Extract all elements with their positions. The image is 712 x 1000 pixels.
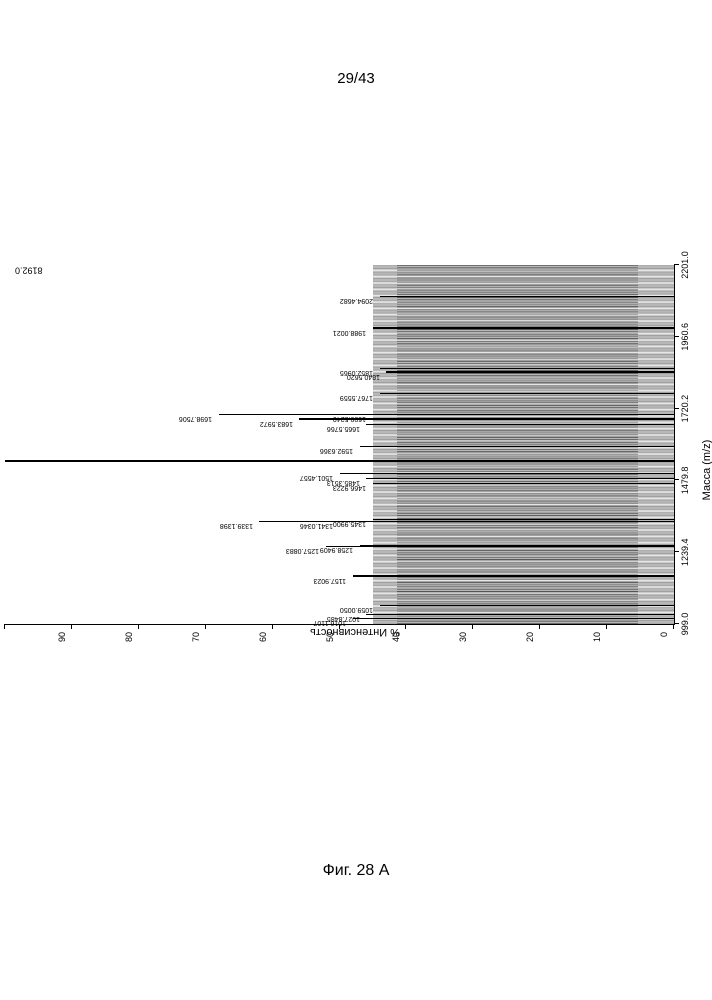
ytick-label: 90 <box>57 632 67 642</box>
peak-label: 1592.6366 <box>320 447 353 454</box>
xtick-label: 1960.6 <box>680 323 690 351</box>
xtick-label: 1239.4 <box>680 538 690 566</box>
peak <box>373 519 674 520</box>
peak-label: 1699.5240 <box>333 415 366 422</box>
ytick-label: 10 <box>592 632 602 642</box>
max-intensity-label: 8192.0 <box>15 265 43 275</box>
peak-label: 1698.7506 <box>179 415 212 422</box>
xtick-label: 999.0 <box>680 613 690 636</box>
peak <box>366 614 674 615</box>
peak-label: 1258.9409 <box>320 546 353 553</box>
peak <box>353 618 674 619</box>
ytick-label: 80 <box>124 632 134 642</box>
peak-label: 1852.0965 <box>340 369 373 376</box>
peak <box>380 393 674 394</box>
xtick-label: 1479.8 <box>680 467 690 495</box>
peak <box>360 545 674 546</box>
peak <box>340 521 675 522</box>
noise-baseline <box>373 265 674 624</box>
peak-label: 2094.4682 <box>340 297 373 304</box>
x-axis-label: Масса (m/z) <box>701 440 712 501</box>
page-number: 29/43 <box>337 70 375 87</box>
peak <box>366 478 674 479</box>
peak-label: 1665.5766 <box>326 425 359 432</box>
peak-label: 1257.0883 <box>286 547 319 554</box>
xtick-label: 1720.2 <box>680 395 690 423</box>
peak <box>380 368 674 369</box>
peak <box>360 446 674 447</box>
ytick-label: 0 <box>659 632 669 637</box>
peak-label: 1988.0021 <box>333 329 366 336</box>
peak-label: 1157.9023 <box>314 577 347 584</box>
peak-label: 1345.9900 <box>333 520 366 527</box>
peak <box>373 327 674 328</box>
peak <box>340 473 675 474</box>
ytick-label: 70 <box>191 632 201 642</box>
peak-label: 1339.1398 <box>219 522 252 529</box>
mass-spectrum-chart: % Интенсивность 1016.11071027.84851059.0… <box>0 255 712 685</box>
ytick-label: 60 <box>258 632 268 642</box>
peak <box>373 483 674 484</box>
peak <box>380 296 674 297</box>
ytick-label: 20 <box>525 632 535 642</box>
peak-label: 1767.5559 <box>340 394 373 401</box>
ytick-label: 50 <box>325 632 335 642</box>
peak <box>380 605 674 606</box>
peak-label: 1027.8485 <box>326 615 359 622</box>
xtick-label: 2201.0 <box>680 251 690 279</box>
peak-label: 1059.0050 <box>340 606 373 613</box>
peak <box>373 414 674 415</box>
ytick-label: 30 <box>458 632 468 642</box>
peak <box>386 371 674 372</box>
peak-label: 1341.0346 <box>300 522 333 529</box>
peak <box>366 424 674 425</box>
plot-area: 1016.11071027.84851059.00501157.90231257… <box>5 265 675 625</box>
peak-label: 1501.4557 <box>300 474 333 481</box>
peak <box>5 460 674 461</box>
peak-label: 1683.5972 <box>260 420 293 427</box>
peak <box>353 575 674 576</box>
ytick-label: 40 <box>391 632 401 642</box>
figure-caption: Фиг. 28 А <box>323 862 390 880</box>
